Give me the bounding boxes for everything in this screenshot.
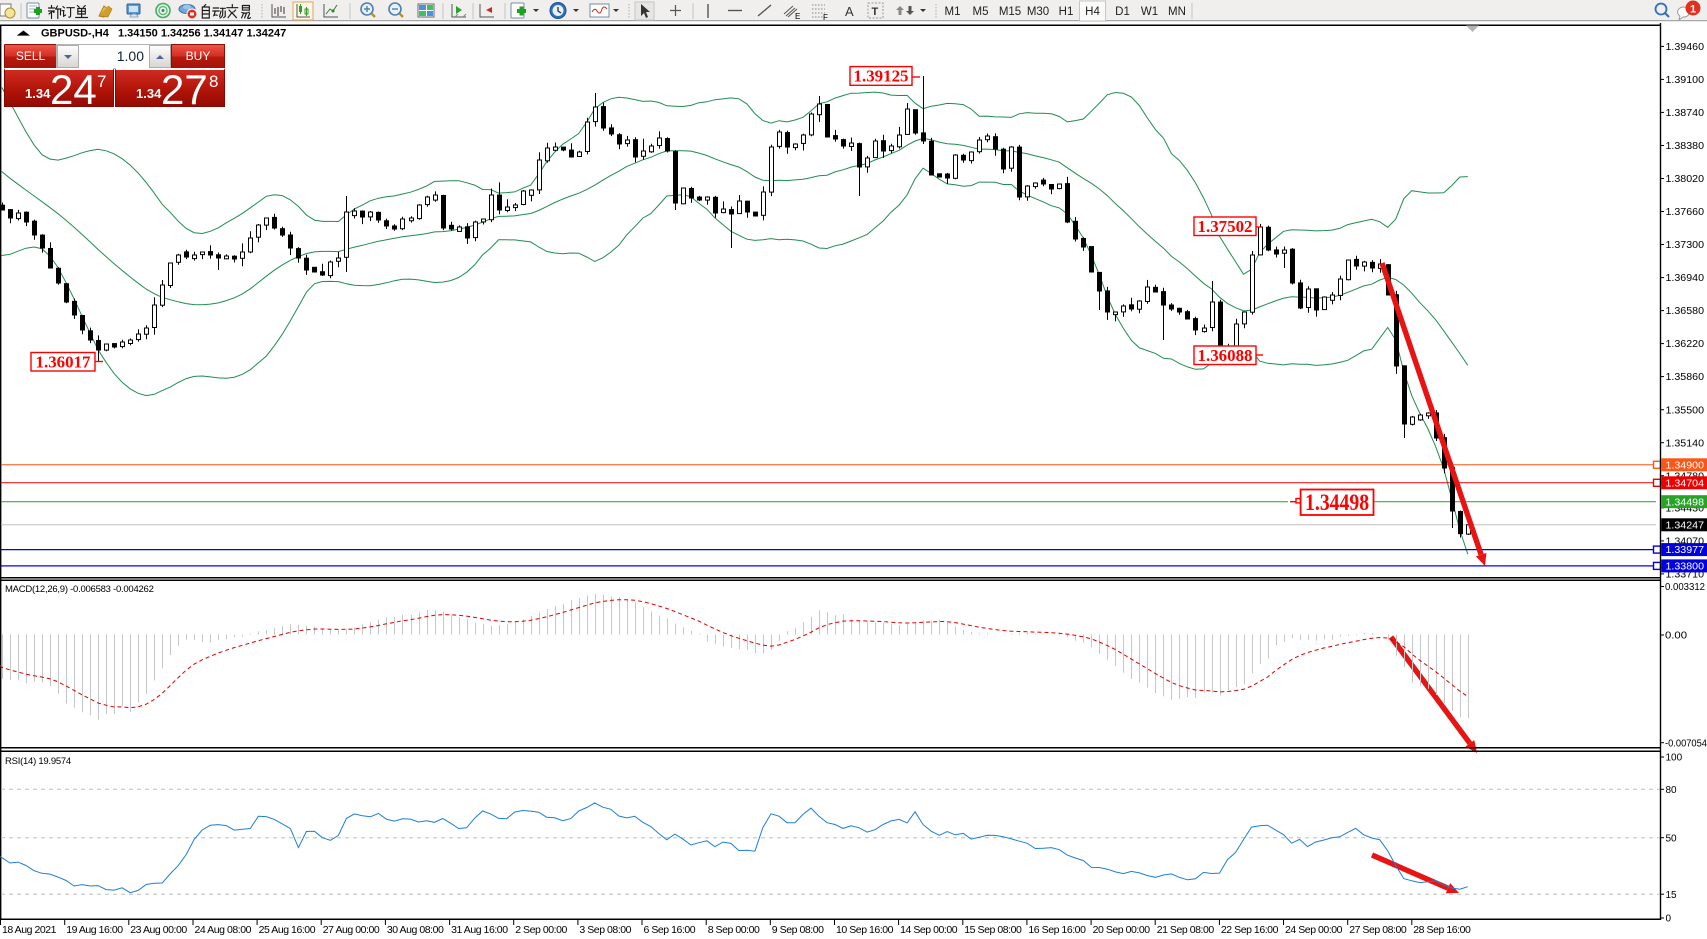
svg-text:1.35860: 1.35860 [1666, 372, 1705, 383]
svg-text:1.39125: 1.39125 [854, 67, 909, 86]
svg-text:GBPUSD-,H4 1.34150 1.34256 1: GBPUSD-,H4 1.34150 1.34256 1.34147 1.342… [41, 28, 286, 40]
svg-text:1.36940: 1.36940 [1666, 273, 1705, 284]
svg-text:15: 15 [1666, 890, 1678, 901]
svg-text:22 Sep 16:00: 22 Sep 16:00 [1221, 924, 1279, 936]
svg-text:MN: MN [1168, 6, 1186, 18]
svg-text:24 Sep 00:00: 24 Sep 00:00 [1285, 924, 1343, 936]
svg-text:1.36220: 1.36220 [1666, 339, 1705, 350]
svg-text:-0.007054: -0.007054 [1665, 738, 1707, 749]
svg-text:1.34498: 1.34498 [1666, 497, 1705, 508]
svg-text:1.39460: 1.39460 [1666, 42, 1705, 53]
svg-text:15 Sep 08:00: 15 Sep 08:00 [964, 924, 1022, 936]
svg-text:6 Sep 16:00: 6 Sep 16:00 [644, 924, 696, 936]
svg-text:1.36580: 1.36580 [1666, 306, 1705, 317]
svg-text:25 Aug 16:00: 25 Aug 16:00 [259, 924, 316, 936]
svg-text:W1: W1 [1141, 6, 1158, 18]
svg-text:0.003312: 0.003312 [1665, 582, 1705, 593]
svg-text:100: 100 [1666, 753, 1683, 764]
svg-text:14 Sep 00:00: 14 Sep 00:00 [900, 924, 958, 936]
svg-text:19 Aug 16:00: 19 Aug 16:00 [66, 924, 123, 936]
svg-text:E: E [795, 12, 800, 21]
svg-text:M15: M15 [999, 6, 1021, 18]
svg-text:1.34498: 1.34498 [1305, 490, 1369, 515]
svg-text:10 Sep 16:00: 10 Sep 16:00 [836, 924, 894, 936]
svg-text:1.37300: 1.37300 [1666, 240, 1705, 251]
svg-text:H4: H4 [1085, 6, 1100, 18]
svg-text:1.33800: 1.33800 [1666, 562, 1705, 573]
svg-text:D1: D1 [1115, 6, 1130, 18]
svg-text:8 Sep 00:00: 8 Sep 00:00 [708, 924, 760, 936]
svg-text:A: A [845, 4, 854, 19]
svg-text:0: 0 [1666, 914, 1672, 925]
svg-text:27 Aug 00:00: 27 Aug 00:00 [323, 924, 380, 936]
svg-text:M5: M5 [973, 6, 989, 18]
svg-text:1.36088: 1.36088 [1198, 346, 1253, 365]
svg-text:1.34070: 1.34070 [1666, 537, 1705, 548]
svg-text:1.38380: 1.38380 [1666, 141, 1705, 152]
svg-text:1.34900: 1.34900 [1666, 460, 1705, 471]
svg-text:27 Sep 08:00: 27 Sep 08:00 [1349, 924, 1407, 936]
svg-text:1.34247: 1.34247 [1666, 520, 1705, 531]
svg-text:1.33977: 1.33977 [1666, 545, 1705, 556]
svg-text:50: 50 [1666, 833, 1678, 844]
svg-text:80: 80 [1666, 785, 1678, 796]
svg-text:24 Aug 08:00: 24 Aug 08:00 [195, 924, 252, 936]
svg-text:1.35140: 1.35140 [1666, 438, 1705, 449]
svg-text:28 Sep 16:00: 28 Sep 16:00 [1413, 924, 1471, 936]
svg-text:1: 1 [1690, 4, 1696, 16]
svg-text:1.34704: 1.34704 [1666, 478, 1705, 489]
svg-text:T: T [872, 6, 879, 18]
svg-text:F: F [823, 13, 828, 22]
svg-text:23 Aug 00:00: 23 Aug 00:00 [130, 924, 187, 936]
svg-text:1.38020: 1.38020 [1666, 174, 1705, 185]
svg-text:MACD(12,26,9) -0.006583 -0.004: MACD(12,26,9) -0.006583 -0.004262 [5, 584, 154, 595]
svg-text:0.00: 0.00 [1665, 631, 1687, 642]
svg-text:1.36017: 1.36017 [36, 353, 91, 372]
svg-text:1.38740: 1.38740 [1666, 108, 1705, 119]
svg-text:30 Aug 08:00: 30 Aug 08:00 [387, 924, 444, 936]
svg-text:1.37502: 1.37502 [1198, 217, 1253, 236]
svg-text:1.34430: 1.34430 [1666, 503, 1705, 514]
svg-text:9 Sep 08:00: 9 Sep 08:00 [772, 924, 824, 936]
svg-text:1.37660: 1.37660 [1666, 207, 1705, 218]
svg-text:1.39100: 1.39100 [1666, 75, 1705, 86]
svg-text:2 Sep 00:00: 2 Sep 00:00 [515, 924, 567, 936]
svg-text:16 Sep 16:00: 16 Sep 16:00 [1028, 924, 1086, 936]
svg-text:18 Aug 2021: 18 Aug 2021 [2, 924, 57, 936]
svg-text:1.33710: 1.33710 [1666, 570, 1705, 581]
svg-text:M30: M30 [1027, 6, 1049, 18]
svg-text:3 Sep 08:00: 3 Sep 08:00 [579, 924, 631, 936]
svg-text:1.35500: 1.35500 [1666, 405, 1705, 416]
svg-text:31 Aug 16:00: 31 Aug 16:00 [451, 924, 508, 936]
svg-text:RSI(14) 19.9574: RSI(14) 19.9574 [5, 756, 71, 767]
svg-text:21 Sep 08:00: 21 Sep 08:00 [1157, 924, 1215, 936]
svg-text:H1: H1 [1059, 6, 1074, 18]
svg-text:20 Sep 00:00: 20 Sep 00:00 [1093, 924, 1151, 936]
svg-text:M1: M1 [945, 6, 961, 18]
